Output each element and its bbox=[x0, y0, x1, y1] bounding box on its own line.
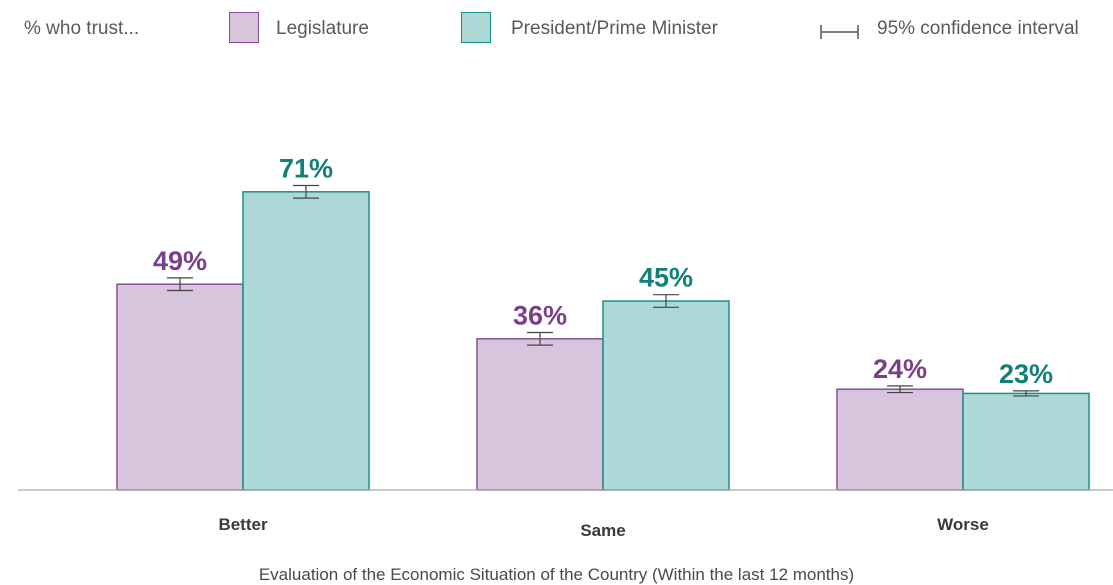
legend-swatch-president bbox=[461, 12, 491, 43]
data-label: 71% bbox=[279, 154, 333, 184]
legend-prefix: % who trust... bbox=[24, 18, 140, 39]
bar-president-better bbox=[242, 191, 370, 491]
legend: % who trust... Legislature President/Pri… bbox=[0, 0, 1113, 60]
legend-swatch-legislature bbox=[229, 12, 259, 43]
confidence-interval-icon bbox=[820, 25, 859, 39]
legend-label-president: President/Prime Minister bbox=[511, 18, 718, 39]
category-label-same: Same bbox=[580, 521, 625, 540]
x-axis-title: Evaluation of the Economic Situation of … bbox=[258, 565, 855, 584]
category-label-worse: Worse bbox=[937, 515, 989, 534]
data-label: 45% bbox=[639, 263, 693, 293]
bar-legislature-worse bbox=[836, 388, 964, 491]
data-label: 49% bbox=[153, 246, 207, 276]
data-label: 24% bbox=[873, 354, 927, 384]
category-label-better: Better bbox=[218, 515, 268, 534]
data-label: 23% bbox=[999, 359, 1053, 389]
legend-label-legislature: Legislature bbox=[276, 18, 369, 39]
data-label: 36% bbox=[513, 301, 567, 331]
bar-legislature-same bbox=[476, 338, 604, 491]
bar-president-same bbox=[602, 300, 730, 491]
legend-label-confidence-interval: 95% confidence interval bbox=[877, 18, 1079, 39]
bar-president-worse bbox=[962, 392, 1090, 491]
bar-legislature-better bbox=[116, 283, 244, 491]
